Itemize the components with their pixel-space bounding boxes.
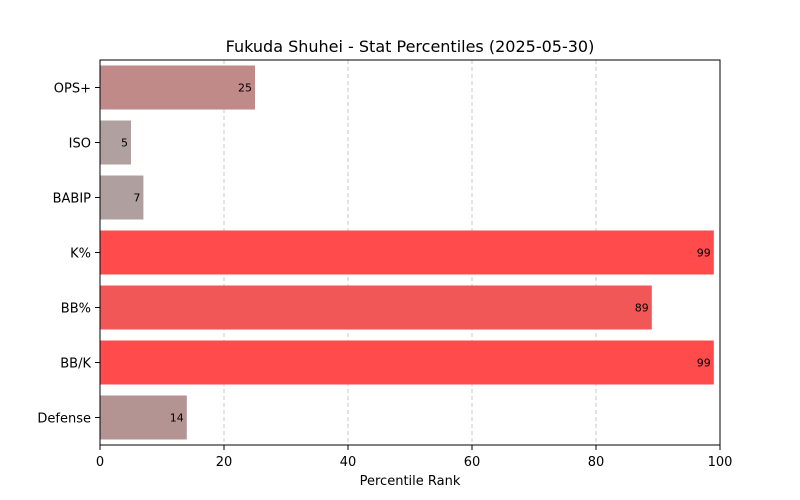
y-tick-label: K% (70, 247, 91, 262)
bar (100, 65, 255, 110)
bar-value-label: 5 (121, 137, 128, 150)
bar-value-label: 89 (635, 302, 649, 315)
y-tick-label: Defense (37, 412, 91, 427)
bar (100, 285, 652, 330)
y-tick-label: BABIP (53, 192, 92, 207)
bar (100, 120, 131, 165)
y-tick-label: OPS+ (54, 82, 91, 97)
bar (100, 395, 187, 440)
x-axis-label: Percentile Rank (360, 474, 461, 489)
bar (100, 340, 714, 385)
bars: 25 5 7 99 89 99 14 (100, 65, 714, 440)
bar-value-label: 25 (238, 82, 252, 95)
bar (100, 230, 714, 275)
x-tick-label: 80 (588, 455, 605, 470)
x-tick-label: 0 (96, 455, 104, 470)
x-tick-label: 60 (464, 455, 481, 470)
y-tick-label: BB% (61, 302, 91, 317)
x-tick-label: 100 (708, 455, 733, 470)
x-tick-label: 20 (216, 455, 233, 470)
x-axis: 0 20 40 60 80 100 (96, 445, 733, 470)
y-tick-label: BB/K (60, 357, 91, 372)
bar (100, 175, 144, 220)
chart-title: Fukuda Shuhei - Stat Percentiles (2025-0… (226, 37, 595, 56)
bar-value-label: 14 (170, 412, 184, 425)
bar-value-label: 7 (133, 192, 140, 205)
x-tick-label: 40 (340, 455, 357, 470)
bar-value-label: 99 (697, 247, 711, 260)
bar-value-label: 99 (697, 357, 711, 370)
y-tick-label: ISO (69, 137, 91, 152)
y-axis: OPS+ ISO BABIP K% BB% BB/K Defense (37, 82, 100, 427)
